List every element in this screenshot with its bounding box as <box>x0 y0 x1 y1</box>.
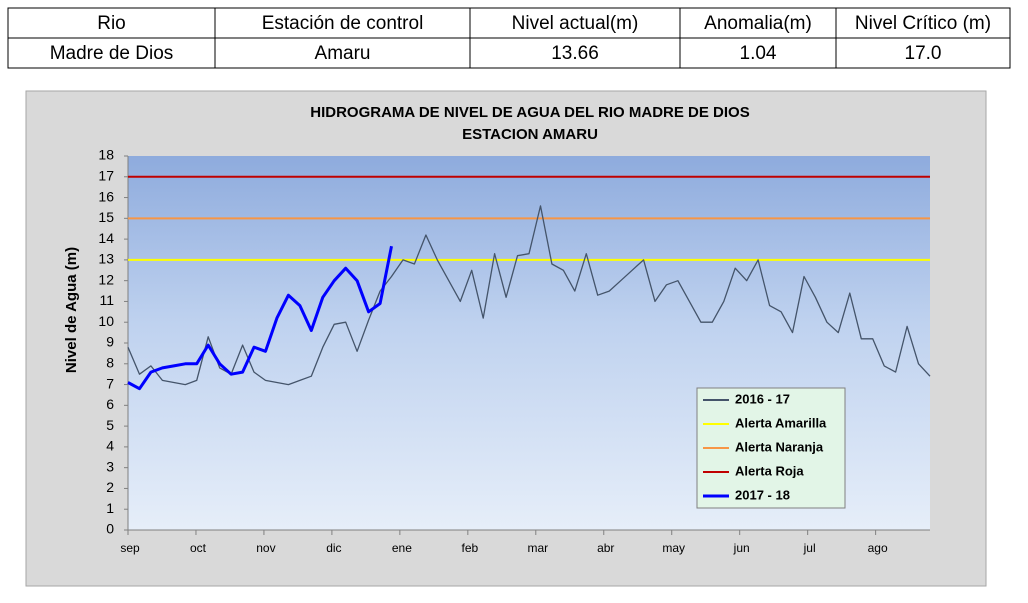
table-cell <box>214 37 471 69</box>
x-tick-label: dic <box>326 541 341 555</box>
cell-text: Nivel actual(m) <box>512 13 639 34</box>
y-tick-label: 2 <box>106 479 114 495</box>
legend-label: Alerta Naranja <box>735 439 824 454</box>
y-tick-label: 16 <box>98 188 114 204</box>
legend-label: 2016 - 17 <box>735 391 790 406</box>
y-tick-label: 18 <box>98 147 114 163</box>
y-axis-label: Nivel de Agua (m) <box>63 247 80 373</box>
legend-label: Alerta Roja <box>735 463 804 478</box>
cell-text: 13.66 <box>551 43 599 64</box>
y-tick-label: 7 <box>106 375 114 391</box>
chart-subtitle: ESTACION AMARU <box>462 126 598 143</box>
y-tick-label: 14 <box>98 230 114 246</box>
x-tick-label: jun <box>733 541 750 555</box>
table: Rio Estación de control Nivel actual(m) Ano… <box>7 7 1011 69</box>
table-cell <box>469 7 681 39</box>
y-tick-label: 9 <box>106 334 114 350</box>
series-line <box>127 205 931 386</box>
series-line <box>127 245 393 391</box>
x-tick-label: mar <box>527 541 548 555</box>
table-cell <box>7 7 216 39</box>
y-tick-label: 12 <box>98 271 114 287</box>
table-cell <box>835 37 1011 69</box>
y-tick-label: 0 <box>106 521 114 537</box>
legend-label: Alerta Amarilla <box>735 415 827 430</box>
cell-text: Nivel Crítico (m) <box>855 13 991 34</box>
y-tick-label: 10 <box>98 313 114 329</box>
y-tick-label: 11 <box>99 292 114 308</box>
x-tick-label: oct <box>190 541 207 555</box>
legend-label: 2017 - 18 <box>735 487 790 502</box>
y-tick-label: 15 <box>98 209 114 225</box>
y-tick-label: 5 <box>106 417 114 433</box>
cell-text: Madre de Dios <box>50 43 174 64</box>
table-cell <box>214 7 471 39</box>
chart-title: HIDROGRAMA DE NIVEL DE AGUA DEL RIO MADR… <box>310 104 749 121</box>
x-tick-label: ago <box>868 541 888 555</box>
x-tick-label: may <box>662 541 685 555</box>
cell-text: Anomalia(m) <box>704 13 812 34</box>
x-tick-label: abr <box>597 541 614 555</box>
y-tick-label: 17 <box>98 167 114 183</box>
cell-text: Amaru <box>315 43 371 64</box>
cell-text: Estación de control <box>262 13 424 34</box>
table-cell <box>7 37 216 69</box>
cell-text: 17.0 <box>905 43 942 64</box>
y-tick-label: 4 <box>106 438 114 454</box>
cell-text: Rio <box>97 13 126 34</box>
x-tick-label: ene <box>392 541 412 555</box>
x-tick-label: sep <box>120 541 140 555</box>
table-cell <box>469 37 681 69</box>
x-tick-label: jul <box>803 541 816 555</box>
y-tick-label: 3 <box>106 458 114 474</box>
x-tick-label: nov <box>256 541 275 555</box>
cell-text: 1.04 <box>740 43 777 64</box>
y-tick-label: 6 <box>106 396 114 412</box>
y-tick-label: 1 <box>106 500 114 516</box>
y-tick-label: 8 <box>106 354 114 370</box>
y-tick-label: 13 <box>98 251 114 267</box>
x-tick-label: feb <box>461 541 478 555</box>
table-cell <box>679 37 837 69</box>
